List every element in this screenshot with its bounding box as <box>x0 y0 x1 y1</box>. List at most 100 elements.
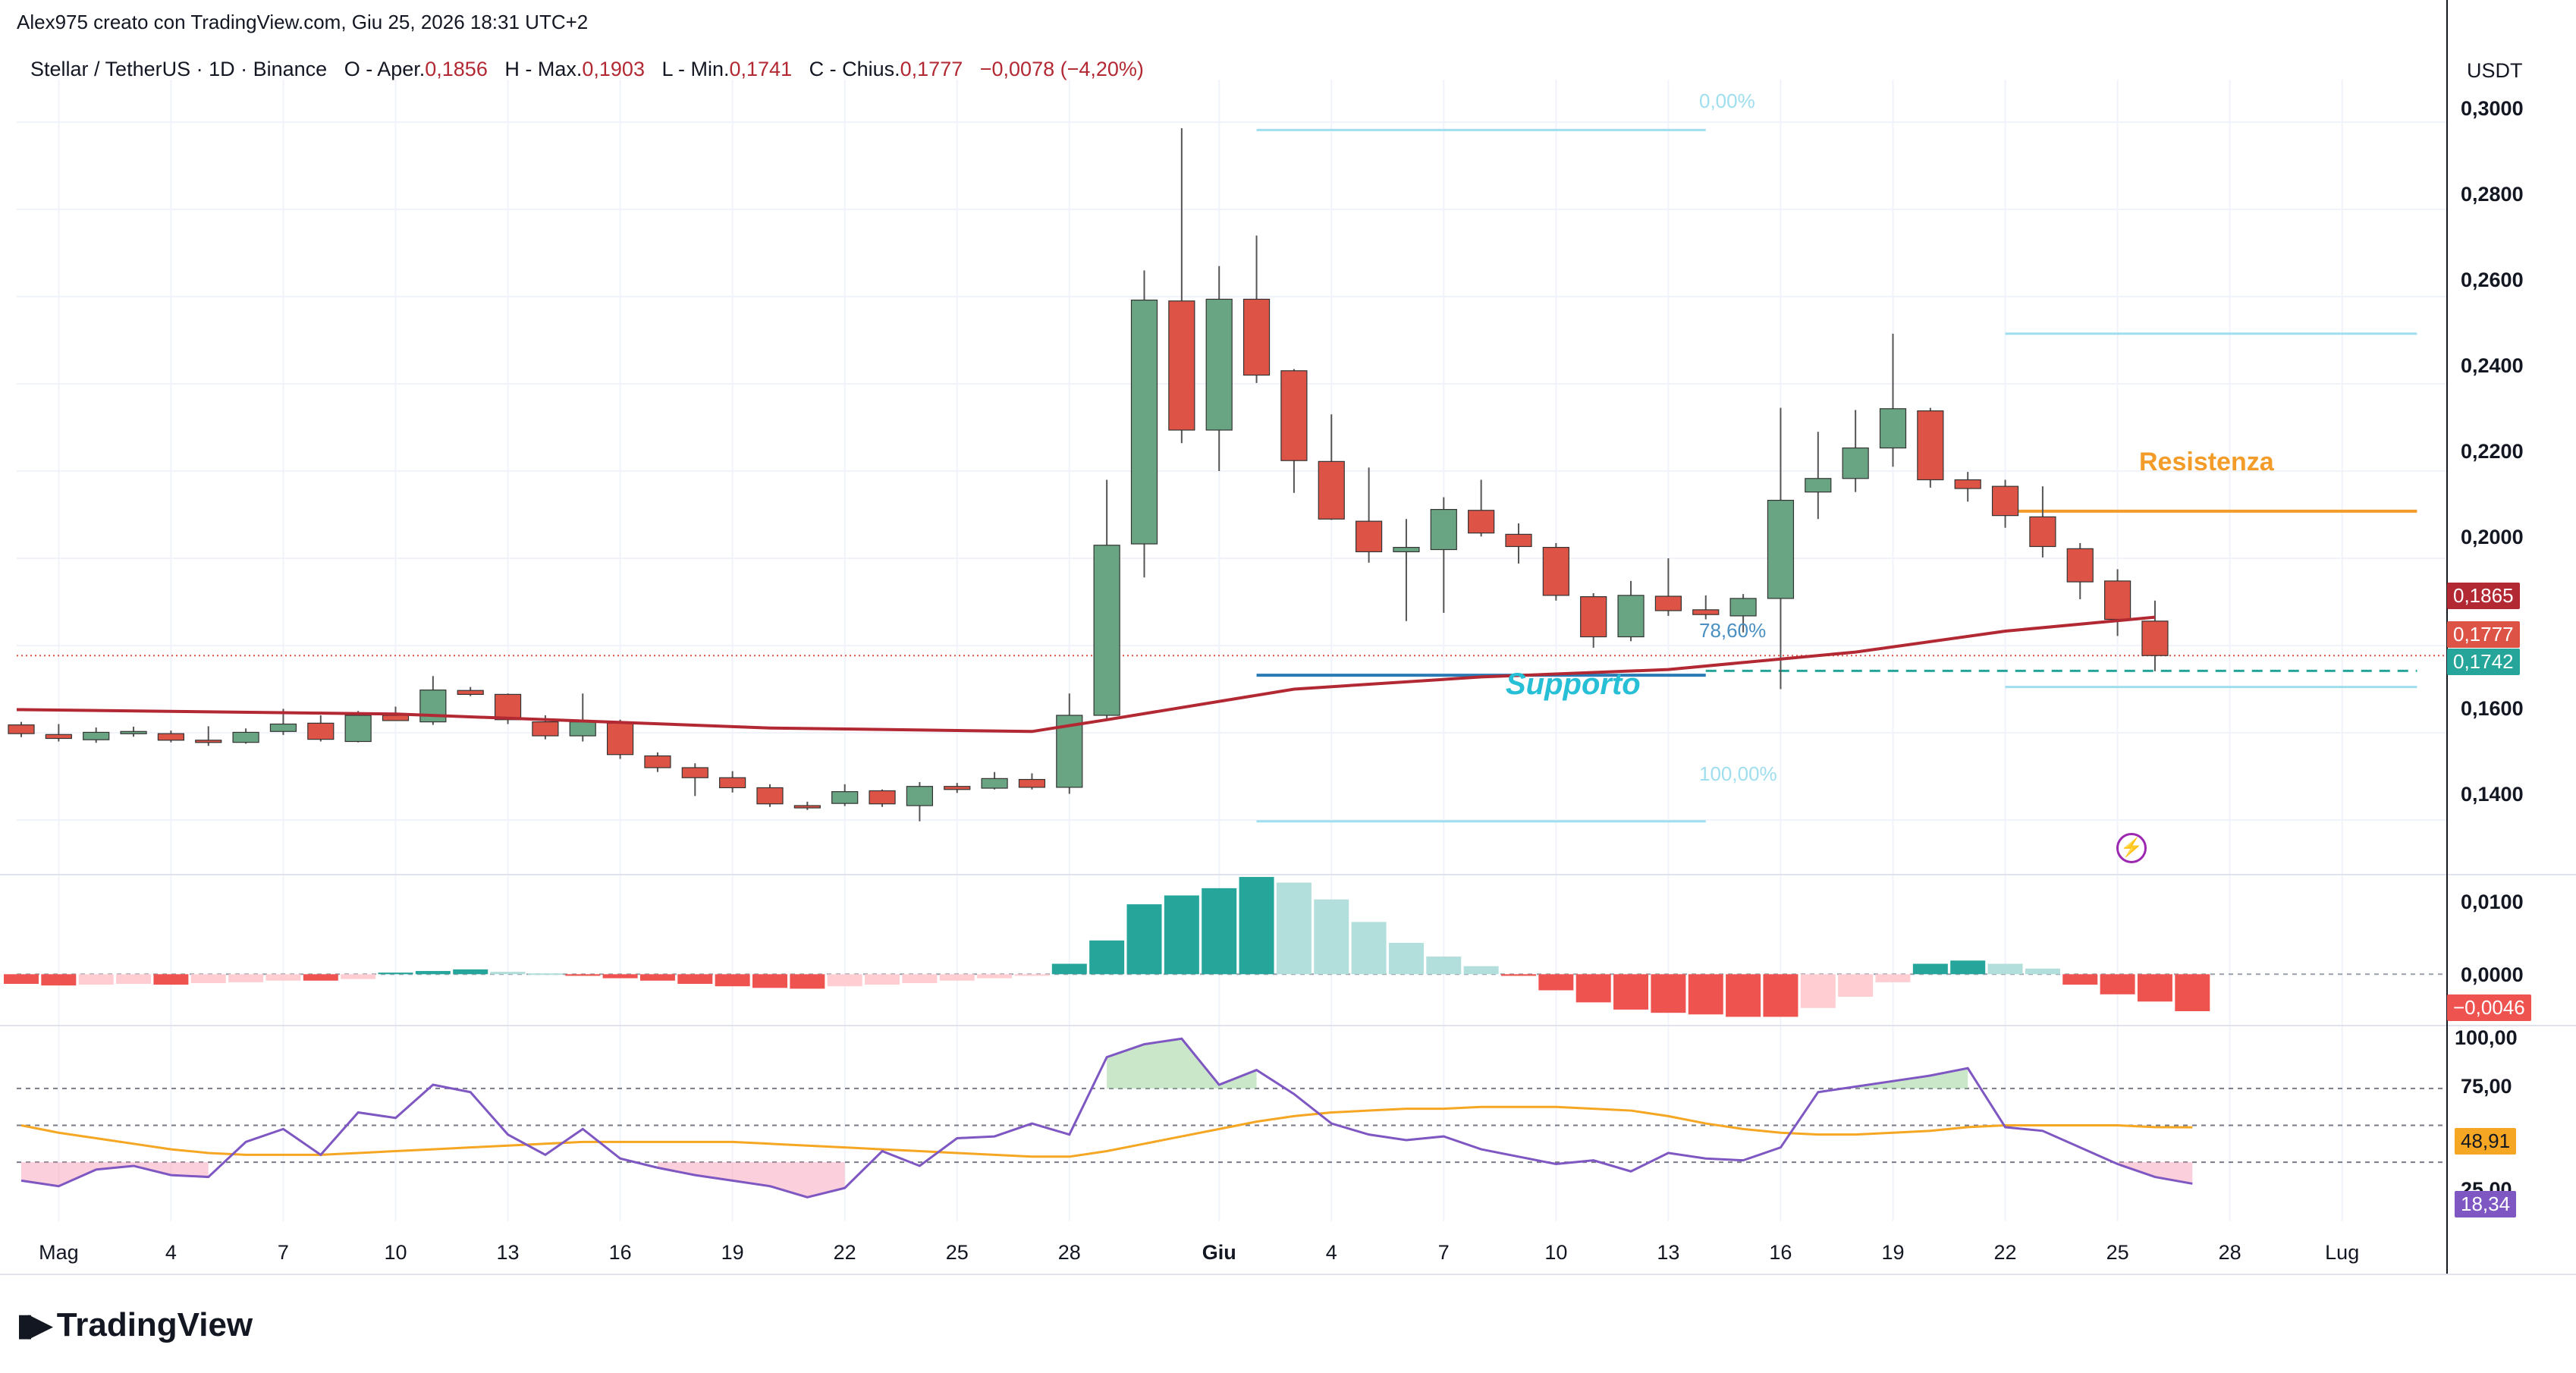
candle <box>1355 467 1383 563</box>
candle-body <box>1168 300 1195 431</box>
macd-bar <box>677 974 713 985</box>
symbol-label[interactable]: Stellar / TetherUS · 1D · Binance <box>30 58 328 80</box>
candle <box>1430 497 1457 613</box>
time-tick-label: 10 <box>384 1241 407 1264</box>
time-tick-label: 28 <box>2218 1241 2241 1264</box>
macd-bar <box>639 974 675 981</box>
candle <box>1505 523 1532 564</box>
time-tick-label: Giu <box>1202 1241 1236 1264</box>
macd-bar <box>1501 974 1536 976</box>
candle <box>1393 519 1420 621</box>
macd-bar <box>1613 974 1649 1010</box>
rsi-oversold-fill <box>21 1162 209 1186</box>
macd-bar <box>527 973 563 976</box>
time-tick-label: 22 <box>833 1241 856 1264</box>
candle-body <box>457 690 484 695</box>
support-label: Supporto <box>1506 668 1641 701</box>
time-tick-label: 4 <box>1325 1241 1337 1264</box>
macd-bar <box>977 974 1013 979</box>
candle <box>1805 432 1832 520</box>
candle-body <box>1879 408 1907 449</box>
candle-body <box>1542 547 1569 596</box>
last-price-badge: 0,1777 <box>2447 621 2520 648</box>
price-tick-label: 0,2600 <box>2461 269 2524 291</box>
candle-body <box>157 733 184 741</box>
macd-bar <box>1950 960 1986 975</box>
author-line: Alex975 creato con TradingView.com, Giu … <box>17 11 589 33</box>
macd-bar <box>752 974 787 988</box>
macd-bar <box>865 974 900 985</box>
macd-bar <box>1987 963 2023 975</box>
price-tick-label: 0,3000 <box>2461 97 2524 120</box>
candle <box>1729 594 1757 633</box>
candle <box>457 686 484 696</box>
candle <box>419 676 447 725</box>
candle <box>157 730 184 743</box>
macd-bar <box>490 972 526 975</box>
candle-body <box>1767 499 1795 599</box>
candle-body <box>1280 370 1308 461</box>
candle <box>2141 600 2169 671</box>
macd-bar <box>2025 968 2060 975</box>
candle <box>981 771 1008 790</box>
price-tick-label: 0,2400 <box>2461 354 2524 377</box>
candle <box>1018 773 1046 790</box>
time-tick-label: 25 <box>945 1241 969 1264</box>
rsi-tick-label: 100,00 <box>2455 1026 2518 1049</box>
lightning-icon[interactable]: ⚡ <box>2116 833 2147 863</box>
candle-body <box>232 731 259 743</box>
currency-unit-label[interactable]: USDT <box>2467 59 2523 82</box>
macd-bar <box>2137 974 2172 1002</box>
candle-body <box>382 715 410 721</box>
candle <box>1280 369 1308 493</box>
candle <box>869 789 896 807</box>
candle-body <box>195 740 222 743</box>
candle-body <box>793 805 821 809</box>
candle-body <box>2029 516 2056 548</box>
candle <box>944 783 971 793</box>
macd-bar <box>341 974 376 979</box>
macd-bar <box>1763 974 1798 1017</box>
candle-body <box>1430 508 1457 551</box>
macd-bar <box>1575 974 1611 1003</box>
candle <box>1318 414 1345 520</box>
candle <box>793 801 821 810</box>
candle-body <box>756 787 784 805</box>
candle-body <box>1917 410 1944 481</box>
candle-body <box>1954 479 1981 489</box>
time-tick-label: Lug <box>2325 1241 2360 1264</box>
time-tick-label: 28 <box>1057 1241 1081 1264</box>
low-label: L - Min. <box>661 58 730 80</box>
macd-bar <box>1875 974 1911 982</box>
macd-bar <box>190 974 226 983</box>
rsi-oversold-fill <box>657 1162 845 1198</box>
price-tick-label: 0,2000 <box>2461 526 2524 548</box>
candle <box>756 784 784 807</box>
candle-body <box>1505 533 1532 548</box>
candle <box>83 727 110 743</box>
candle-body <box>120 730 147 734</box>
macd-bar <box>228 974 264 982</box>
candle <box>719 771 746 793</box>
macd-bar <box>1014 974 1050 976</box>
time-tick-label: Mag <box>39 1241 79 1264</box>
time-tick-label: 4 <box>165 1241 177 1264</box>
candle <box>1580 593 1607 648</box>
candle-body <box>8 724 35 734</box>
macd-bar <box>415 971 451 975</box>
macd-bar <box>1276 882 1312 975</box>
rsi-ma-line <box>20 1105 2193 1158</box>
macd-bar <box>1202 888 1237 975</box>
time-tick-label: 13 <box>1657 1241 1680 1264</box>
candle <box>1093 479 1120 720</box>
candle-body <box>1093 545 1120 716</box>
fib-786-label: 78,60% <box>1699 619 1767 642</box>
tradingview-logo[interactable]: ▮▶ TradingView <box>17 1306 253 1344</box>
macd-bar <box>78 974 114 985</box>
macd-bar <box>1726 974 1761 1017</box>
candle-body <box>1991 485 2019 517</box>
time-tick-label: 19 <box>721 1241 744 1264</box>
candle <box>569 693 596 742</box>
candle-body <box>2141 621 2169 656</box>
